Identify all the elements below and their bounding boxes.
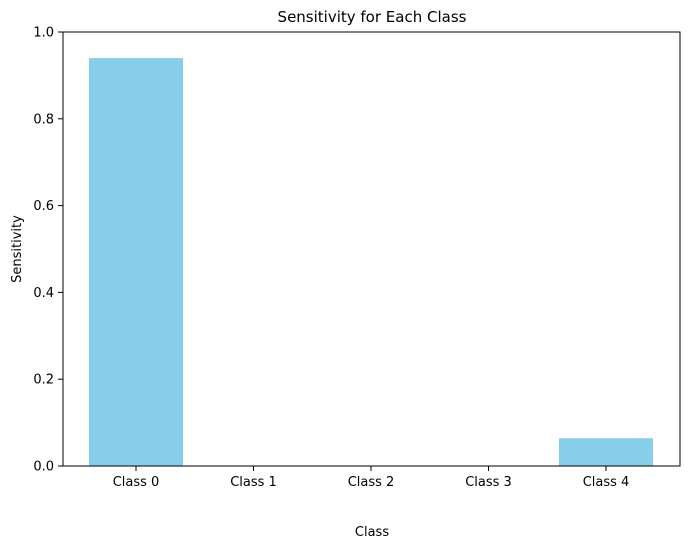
bar-class-0	[89, 58, 183, 466]
y-tick-label: 0.6	[33, 199, 54, 214]
y-tick-label: 0.8	[33, 112, 54, 127]
x-tick-label: Class 2	[348, 475, 395, 490]
x-tick-label: Class 4	[583, 475, 630, 490]
x-axis-label: Class	[355, 525, 389, 540]
y-tick-label: 1.0	[33, 26, 54, 41]
bar-class-4	[559, 438, 653, 466]
x-tick-label: Class 0	[113, 475, 160, 490]
y-tick-label: 0.2	[33, 373, 54, 388]
y-axis-label: Sensitivity	[10, 215, 25, 283]
x-tick-label: Class 3	[465, 475, 512, 490]
y-axis: 0.0 0.2 0.4 0.6 0.8 1.0	[33, 26, 63, 475]
y-tick-label: 0.4	[33, 286, 54, 301]
x-tick-label: Class 1	[230, 475, 277, 490]
bars-layer	[89, 58, 653, 466]
y-tick-label: 0.0	[33, 460, 54, 475]
chart-title: Sensitivity for Each Class	[278, 8, 467, 26]
x-axis: Class 0 Class 1 Class 2 Class 3 Class 4	[113, 466, 630, 490]
